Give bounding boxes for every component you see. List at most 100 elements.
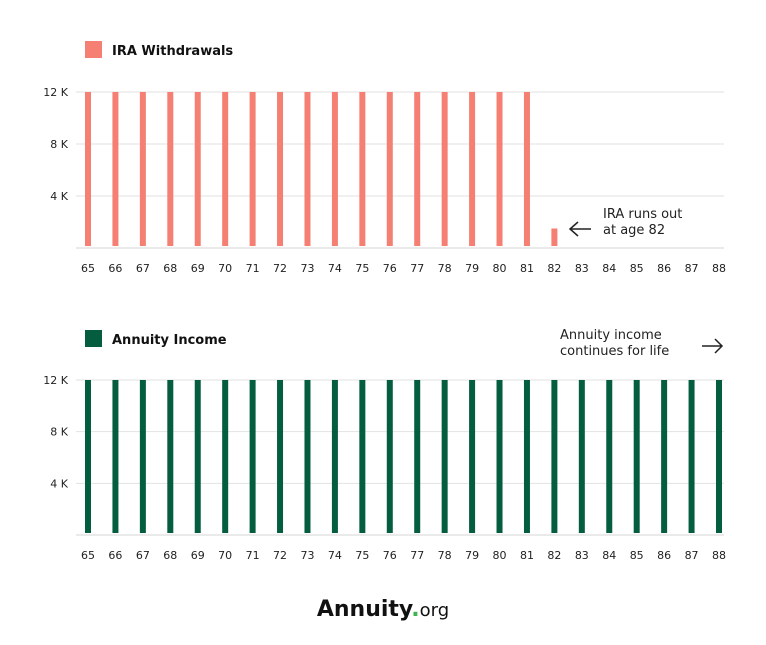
bar: [167, 380, 174, 533]
x-tick-label: 74: [328, 262, 342, 275]
logo-main: Annuity: [316, 597, 412, 622]
bar: [661, 380, 668, 533]
x-tick-label: 69: [191, 549, 205, 562]
legend-label: Annuity Income: [112, 333, 227, 348]
x-tick-label: 87: [685, 262, 699, 275]
x-tick-label: 86: [657, 262, 671, 275]
x-tick-label: 69: [191, 262, 205, 275]
x-tick-label: 87: [685, 549, 699, 562]
y-tick-label: 12 K: [43, 374, 68, 387]
bar: [304, 92, 311, 246]
bar: [331, 380, 338, 533]
bar: [359, 92, 366, 246]
arrow-right-icon: [702, 338, 724, 354]
legend-swatch: [85, 41, 102, 58]
x-tick-label: 73: [300, 262, 314, 275]
x-tick-label: 76: [383, 262, 397, 275]
x-tick-label: 78: [438, 549, 452, 562]
bar: [551, 380, 558, 533]
y-tick-label: 8 K: [50, 426, 68, 439]
bar: [414, 92, 421, 246]
legend-label: IRA Withdrawals: [112, 44, 233, 59]
x-tick-label: 75: [355, 549, 369, 562]
y-tick-label: 4 K: [50, 190, 68, 203]
bar: [386, 92, 393, 246]
bar: [85, 380, 91, 533]
bar: [139, 380, 146, 533]
x-tick-label: 66: [108, 549, 122, 562]
bar: [469, 92, 476, 246]
bar: [277, 380, 284, 533]
x-tick-label: 81: [520, 262, 534, 275]
bar: [523, 92, 530, 246]
bar: [496, 380, 503, 533]
bar: [523, 380, 530, 533]
x-tick-label: 70: [218, 549, 232, 562]
x-tick-label: 68: [163, 549, 177, 562]
bar: [688, 380, 695, 533]
bar: [633, 380, 640, 533]
x-tick-label: 83: [575, 549, 589, 562]
bar: [249, 92, 256, 246]
x-tick-label: 67: [136, 262, 150, 275]
x-tick-label: 76: [383, 549, 397, 562]
logo-suffix: org: [419, 600, 450, 621]
legend-swatch: [85, 330, 102, 347]
x-tick-label: 77: [410, 262, 424, 275]
annotation-text: at age 82: [603, 223, 665, 238]
x-tick-label: 71: [246, 262, 260, 275]
x-tick-label: 65: [81, 262, 95, 275]
x-tick-label: 74: [328, 549, 342, 562]
x-tick-label: 88: [712, 262, 726, 275]
x-tick-label: 85: [630, 549, 644, 562]
logo-dot: .: [411, 597, 420, 622]
x-tick-label: 80: [493, 549, 507, 562]
x-tick-label: 82: [547, 549, 561, 562]
bar: [441, 380, 448, 533]
x-tick-label: 68: [163, 262, 177, 275]
bar: [441, 92, 448, 246]
bar: [222, 380, 229, 533]
annotation-text: continues for life: [560, 344, 669, 359]
y-tick-label: 12 K: [43, 86, 68, 99]
x-tick-label: 82: [547, 262, 561, 275]
bar: [386, 380, 393, 533]
bar: [606, 380, 613, 533]
bar: [167, 92, 174, 246]
x-tick-label: 79: [465, 549, 479, 562]
bar: [331, 92, 338, 246]
bar: [716, 380, 722, 533]
bar: [359, 380, 366, 533]
x-tick-label: 78: [438, 262, 452, 275]
x-tick-label: 72: [273, 262, 287, 275]
bar: [112, 380, 119, 533]
x-tick-label: 73: [300, 549, 314, 562]
y-tick-label: 4 K: [50, 477, 68, 490]
annotation-text: Annuity income: [560, 328, 662, 343]
arrow-left-icon: [568, 221, 591, 237]
bar: [194, 380, 201, 533]
x-tick-label: 83: [575, 262, 589, 275]
x-tick-label: 81: [520, 549, 534, 562]
x-tick-label: 70: [218, 262, 232, 275]
bar: [249, 380, 256, 533]
bar: [112, 92, 119, 246]
x-tick-label: 71: [246, 549, 260, 562]
bar: [551, 228, 558, 246]
annotation-text: IRA runs out: [603, 207, 682, 222]
x-tick-label: 66: [108, 262, 122, 275]
bar: [139, 92, 146, 246]
bar: [85, 92, 91, 246]
x-tick-label: 79: [465, 262, 479, 275]
bar: [469, 380, 476, 533]
x-tick-label: 72: [273, 549, 287, 562]
x-tick-label: 85: [630, 262, 644, 275]
x-tick-label: 84: [602, 549, 616, 562]
y-tick-label: 8 K: [50, 138, 68, 151]
bar: [222, 92, 229, 246]
bar: [496, 92, 503, 246]
x-tick-label: 88: [712, 549, 726, 562]
x-tick-label: 77: [410, 549, 424, 562]
bar: [578, 380, 585, 533]
